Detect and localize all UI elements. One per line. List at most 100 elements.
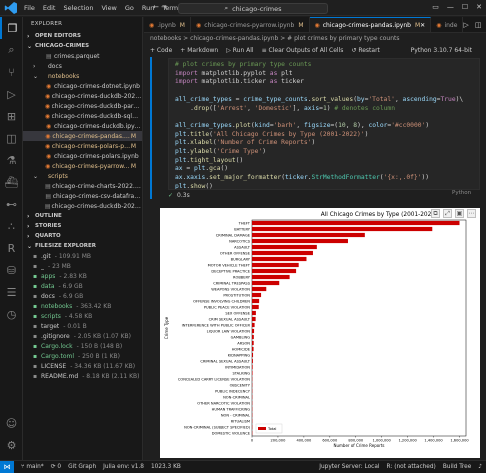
r-status[interactable]: R: (not attached) — [386, 464, 436, 470]
code-token: = — [231, 95, 244, 103]
docker-icon[interactable]: ⛴ — [4, 175, 19, 189]
file-tree-item[interactable]: ◉ chicago-crimes-dotnet.ipynb — [23, 81, 142, 91]
layout-icon[interactable]: ▭ — [432, 3, 439, 11]
clear-outputs-button[interactable]: ≡ Clear Outputs of All Cells — [261, 46, 344, 54]
file-tree-item[interactable]: ◉chicago-crimes-duckdb-parquet.ip... — [23, 101, 142, 111]
extensions-icon[interactable]: ⊞ — [6, 109, 17, 123]
filesize-item[interactable]: ▪ README.md - 8.18 KB (2.11 KB) — [23, 371, 142, 381]
add-markdown-cell-button[interactable]: + Markdown — [180, 46, 219, 54]
filesize-item[interactable]: ▪ Cargo.toml - 250 B (1 KB) — [23, 351, 142, 361]
file-tree-item[interactable]: › docs — [23, 61, 142, 71]
testing-icon[interactable]: ⚗ — [6, 153, 17, 167]
filesize-item[interactable]: ▪ target - 0.01 B — [23, 321, 142, 331]
filesize-item[interactable]: ▪ notebooks - 363.42 KB — [23, 301, 142, 311]
filesize-item[interactable]: ▪ docs - 6.9 GB — [23, 291, 142, 301]
remote-icon[interactable]: ◫ — [6, 131, 17, 145]
file-tree-item[interactable]: ▤chicago-crime-charts-2022.malloy — [23, 181, 142, 191]
filesize-explorer-section[interactable]: ⌄ FILESIZE EXPLORER — [23, 241, 142, 251]
tab-1[interactable]: ◉ chicago-crimes-pyarrow.ipynb M — [191, 17, 310, 32]
code-token: gca — [209, 165, 221, 173]
command-center-search[interactable]: ⌕ chicago-crimes — [178, 3, 328, 14]
file-tree-item[interactable]: ▤ chicago-crimes-csv-dataframe.js — [23, 191, 142, 201]
manage-gear-icon[interactable]: ⚙ — [6, 438, 17, 452]
notebook-icon[interactable]: ☰ — [6, 285, 17, 299]
julia-icon[interactable]: ∴ — [8, 219, 15, 233]
code-cell[interactable]: # plot crimes by primary type counts impo… — [168, 58, 480, 190]
menu-item-edit[interactable]: Edit — [42, 3, 56, 12]
git-graph-status[interactable]: Git Graph — [68, 464, 97, 470]
notification-bell-icon[interactable]: ♪ — [478, 464, 482, 470]
filesize-item[interactable]: ▪ .git - 109.91 MB — [23, 251, 142, 261]
r-icon[interactable]: R — [7, 241, 16, 255]
filesize-item[interactable]: ▪ data - 6.9 GB — [23, 281, 142, 291]
file-tree-item[interactable]: ◉chicago-crimes-polars-parqu...M — [23, 141, 142, 151]
branch[interactable]: ⑂ main* — [21, 464, 44, 470]
sync-status[interactable]: ⟳ 0 — [50, 464, 62, 470]
tab-close-icon[interactable]: ✕ — [420, 22, 426, 29]
accounts-icon[interactable]: ☺ — [5, 416, 18, 430]
close-icon[interactable]: ✕ — [476, 3, 482, 11]
file-tree-item[interactable]: ◉ chicago-crimes-polars.ipynb — [23, 151, 142, 161]
file-tree-item[interactable]: ⌄ notebooks — [23, 71, 142, 81]
timeline-icon[interactable]: ◷ — [6, 307, 17, 321]
file-tree-item[interactable]: ◉ chicago-crimes-duckdb.ipynb — [23, 121, 142, 131]
build-tree-status[interactable]: Build Tree — [442, 464, 472, 470]
remote-indicator-icon[interactable]: ⋈ — [0, 460, 14, 473]
run-debug-icon[interactable]: ▷ — [7, 87, 16, 101]
tab-3[interactable]: ◉ inde — [431, 17, 464, 32]
tab-2[interactable]: ◉ chicago-crimes-pandas.ipynb M ✕ — [309, 17, 432, 32]
filesize-item[interactable]: ▪ Cargo.lock - 150 B (148 B) — [23, 341, 142, 351]
split-editor-icon[interactable]: ◫ — [474, 20, 482, 29]
kernel-picker[interactable]: Python 3.10.7 64-bit — [410, 46, 472, 54]
section-outline[interactable]: › OUTLINE — [23, 211, 142, 221]
minimize-icon[interactable]: — — [446, 3, 454, 11]
git-graph-icon[interactable]: ⊷ — [6, 197, 17, 211]
search-view-icon[interactable]: ⌕ — [8, 43, 15, 56]
tab-0[interactable]: ◉ .ipynb M — [144, 17, 191, 32]
file-tree-item[interactable]: ▤chicago-crimes-duckdb-2022.malloy — [23, 201, 142, 211]
file-icon: ▪ — [33, 262, 38, 270]
menu-item-view[interactable]: View — [101, 3, 117, 12]
menu-item-selection[interactable]: Selection — [63, 3, 94, 12]
filesize-item[interactable]: ▪ _ - 23 MB — [23, 261, 142, 271]
restart-button[interactable]: ↺ Restart — [351, 46, 380, 54]
project-section[interactable]: ⌄ CHICAGO-CRIMES — [23, 41, 142, 51]
filesize-item[interactable]: ▪ .gitignore - 2.05 KB (1.07 KB) — [23, 331, 142, 341]
file-tree-item[interactable]: ⌄ scripts — [23, 171, 142, 181]
save-icon[interactable]: ▣ — [455, 209, 464, 218]
expand-icon[interactable]: ⤢ — [443, 209, 452, 218]
nav-arrows-icon[interactable]: ← → — [153, 3, 167, 11]
filesize-item[interactable]: ▪ apps - 2.83 KB — [23, 271, 142, 281]
menu-item-run[interactable]: Run — [141, 3, 155, 12]
more-icon[interactable]: ⋯ — [467, 209, 476, 218]
menu-item-go[interactable]: Go — [124, 3, 134, 12]
filesize-item[interactable]: ▪ LICENSE - 34.36 KB (11.67 KB) — [23, 361, 142, 371]
run-all-button[interactable]: ▷ Run All — [226, 46, 254, 54]
source-control-icon[interactable]: ⑂ — [8, 65, 15, 79]
jupyter-server-status[interactable]: Jupyter Server: Local — [319, 464, 380, 470]
file-tree-item[interactable]: ◉chicago-crimes-duckdb-2022.ipynb — [23, 91, 142, 101]
run-icon[interactable]: ▷ — [463, 20, 469, 29]
menu-item-file[interactable]: File — [24, 3, 35, 12]
bar — [252, 286, 267, 292]
explorer-icon[interactable]: ❐ — [0, 17, 23, 39]
section-quarto[interactable]: › QUARTO — [23, 231, 142, 241]
breadcrumb[interactable]: notebooks > chicago-crimes-pandas.ipynb … — [144, 33, 486, 44]
section-stories[interactable]: › STORIES — [23, 221, 142, 231]
database-icon[interactable]: ⛁ — [6, 263, 17, 277]
maximize-icon[interactable]: ☐ — [461, 3, 469, 11]
filesize-item[interactable]: ▪ scripts - 4.58 KB — [23, 311, 142, 321]
add-code-cell-button[interactable]: + Code — [150, 46, 173, 54]
open-editors-section[interactable]: › OPEN EDITORS — [23, 31, 142, 41]
menu-item-terminal[interactable]: Terminal — [162, 3, 190, 12]
file-tree-item[interactable]: ▤ crimes.parquet — [23, 51, 142, 61]
julia-env-status[interactable]: Julia env: v1.8 — [103, 464, 144, 470]
file-tree-item[interactable]: ◉chicago-crimes-duckdb-sqlmagic.i... — [23, 111, 142, 121]
code-token: color — [368, 121, 388, 129]
copy-icon[interactable]: ⧉ — [431, 209, 440, 218]
file-name: chicago-crimes-pandas.ipynb — [52, 132, 130, 140]
cell-language[interactable]: Python — [452, 190, 472, 196]
file-size: - 6.9 GB — [58, 292, 84, 300]
